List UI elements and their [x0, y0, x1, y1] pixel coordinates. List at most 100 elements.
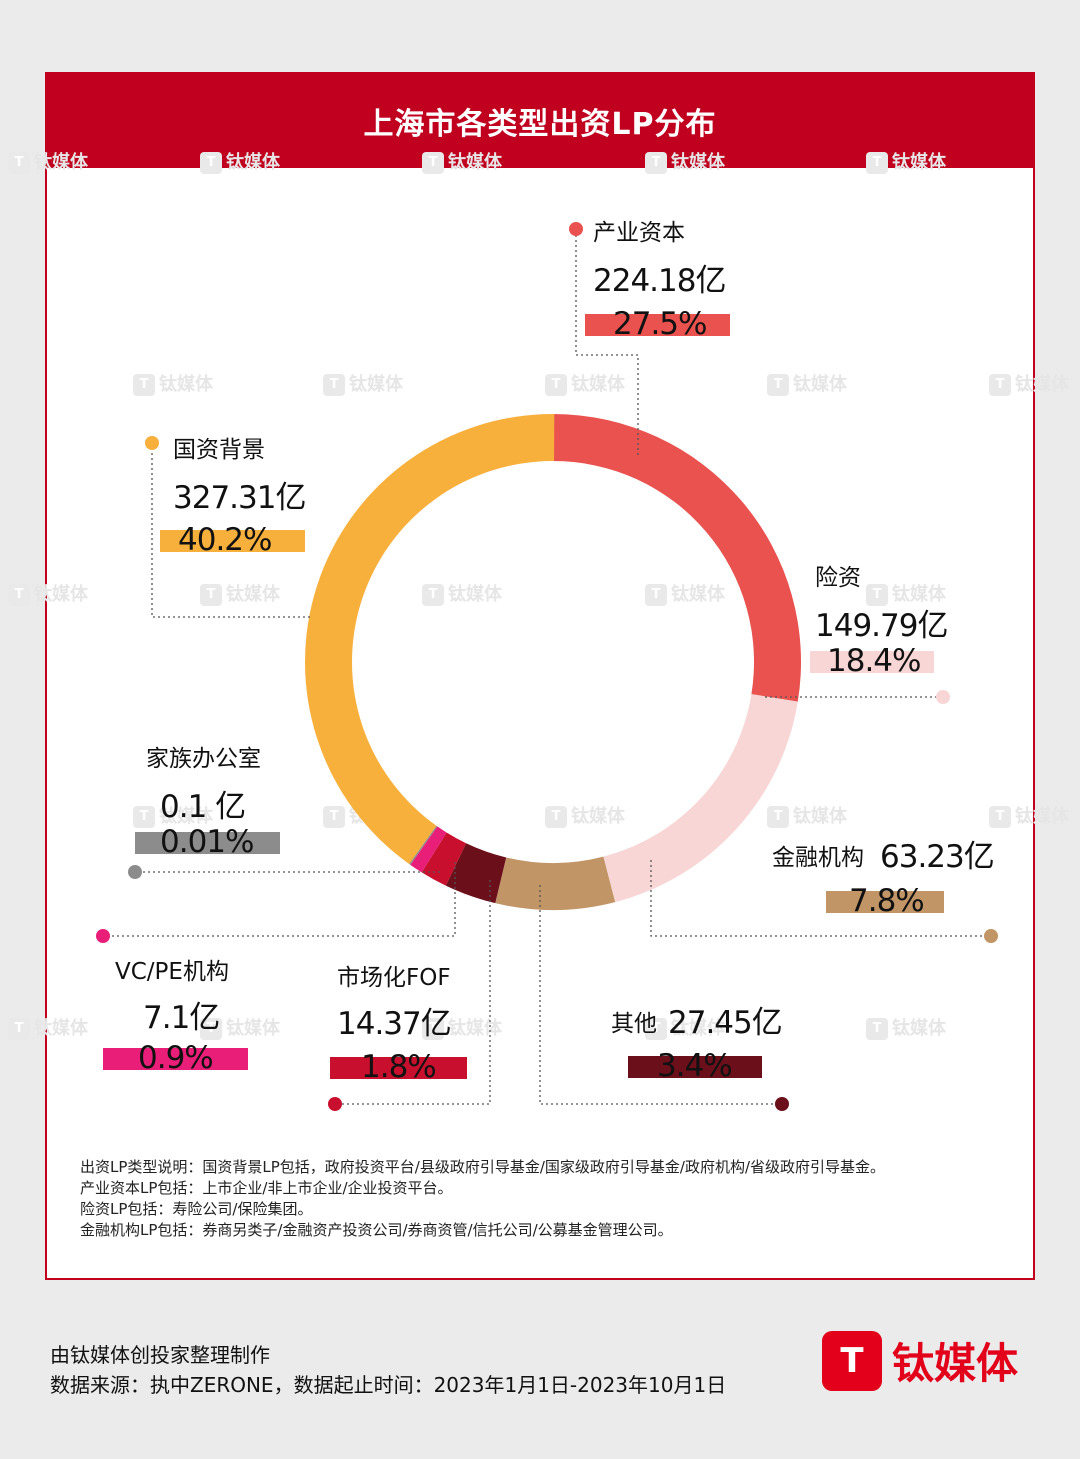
watermark-logo-icon: T	[645, 1018, 667, 1040]
percent-highlight-other	[628, 1056, 762, 1078]
label-percent-bar-financial-institution: 7.8%	[826, 883, 944, 919]
label-value-market-fof: 14.37亿	[337, 1006, 452, 1042]
label-value-family-office: 0.1 亿	[160, 789, 246, 825]
watermark-logo-icon: T	[200, 584, 222, 606]
watermark-logo-icon: T	[545, 806, 567, 828]
leader-dot-market-fof	[328, 1097, 342, 1111]
note-line: 金融机构LP包括：券商另类子/金融资产投资公司/券商资管/信托公司/公募基金管理…	[80, 1221, 673, 1239]
donut-slice-insurance	[603, 694, 798, 903]
watermark-logo-icon: T	[989, 374, 1011, 396]
watermark-logo-icon: T	[866, 584, 888, 606]
leader-line-other	[539, 885, 782, 1105]
percent-highlight-vcpe	[103, 1048, 248, 1070]
watermark-logo-icon: T	[323, 806, 345, 828]
leader-dot-state-owned	[145, 436, 159, 450]
watermark-logo-icon: T	[200, 152, 222, 174]
notes-block: 出资LP类型说明：国资背景LP包括，政府投资平台/县级政府引导基金/国家级政府引…	[80, 1157, 1020, 1241]
label-name-industrial-capital: 产业资本	[593, 220, 685, 246]
brand-logo-icon: T	[822, 1330, 882, 1391]
note-line: 产业资本LP包括：上市企业/非上市企业/企业投资平台。	[80, 1179, 453, 1197]
label-percent-bar-other: 3.4%	[628, 1048, 762, 1084]
footer-credit: 由钛媒体创投家整理制作	[50, 1343, 270, 1367]
percent-highlight-family-office	[135, 832, 280, 854]
donut-slice-financial-institution	[495, 856, 616, 910]
watermark-logo-icon: T	[767, 806, 789, 828]
label-value-other: 27.45亿	[668, 1005, 783, 1041]
label-name-insurance: 险资	[815, 565, 861, 591]
percent-highlight-insurance	[810, 651, 934, 673]
label-name-family-office: 家族办公室	[146, 746, 261, 772]
brand-logo: T 钛媒体	[822, 1330, 1018, 1391]
watermark-logo-icon: T	[323, 374, 345, 396]
watermark-logo-icon: T	[422, 1018, 444, 1040]
watermark-logo-icon: T	[866, 1018, 888, 1040]
leader-line-vcpe	[103, 862, 456, 937]
watermark-logo-icon: T	[8, 584, 30, 606]
watermark-logo-icon: T	[645, 584, 667, 606]
percent-highlight-market-fof	[330, 1057, 467, 1079]
watermark-logo-icon: T	[989, 806, 1011, 828]
label-name-vcpe: VC/PE机构	[115, 959, 229, 985]
watermark-logo-icon: T	[422, 152, 444, 174]
percent-highlight-state-owned	[160, 530, 305, 552]
watermark-logo-icon: T	[8, 152, 30, 174]
label-percent-state-owned: 40.2%	[178, 522, 272, 558]
note-line: 险资LP包括：寿险公司/保险集团。	[80, 1200, 313, 1218]
footer: 由钛媒体创投家整理制作 数据来源：执中ZERONE，数据起止时间：2023年1月…	[50, 1340, 726, 1400]
label-percent-family-office: 0.01%	[160, 824, 254, 860]
donut-slice-family-office	[409, 825, 438, 865]
percent-highlight-financial-institution	[826, 891, 944, 913]
brand-name: 钛媒体	[892, 1339, 1019, 1388]
label-percent-other: 3.4%	[657, 1048, 733, 1084]
leader-dot-other	[775, 1097, 789, 1111]
label-percent-bar-insurance: 18.4%	[810, 643, 934, 679]
label-value-vcpe: 7.1亿	[143, 1000, 220, 1036]
donut-slice-state-owned	[305, 414, 555, 865]
label-value-financial-institution: 63.23亿	[880, 839, 995, 875]
watermark-logo-icon: T	[200, 1018, 222, 1040]
donut-slice-market-fof	[421, 832, 467, 886]
label-value-industrial-capital: 224.18亿	[593, 263, 726, 299]
label-percent-industrial-capital: 27.5%	[613, 306, 707, 342]
footer-source: 数据来源：执中ZERONE，数据起止时间：2023年1月1日-2023年10月1…	[50, 1373, 727, 1397]
donut-slice-vcpe	[410, 826, 447, 873]
leader-dot-industrial-capital	[569, 222, 583, 236]
label-percent-bar-family-office: 0.01%	[135, 824, 280, 860]
label-percent-market-fof: 1.8%	[361, 1049, 437, 1085]
label-name-other: 其他	[611, 1011, 657, 1037]
leader-dot-insurance	[936, 690, 950, 704]
watermark-logo-icon: T	[133, 374, 155, 396]
watermark-logo-icon: T	[545, 374, 567, 396]
watermark-logo-icon: T	[422, 584, 444, 606]
label-name-financial-institution: 金融机构	[772, 845, 864, 871]
label-percent-bar-state-owned: 40.2%	[160, 522, 305, 558]
donut-slice-other	[445, 843, 507, 904]
label-percent-vcpe: 0.9%	[138, 1040, 214, 1076]
label-name-state-owned: 国资背景	[173, 437, 265, 463]
watermark-logo-icon: T	[8, 1018, 30, 1040]
percent-highlight-industrial-capital	[585, 314, 730, 336]
note-line: 出资LP类型说明：国资背景LP包括，政府投资平台/县级政府引导基金/国家级政府引…	[80, 1158, 886, 1176]
watermark-logo-icon: T	[645, 152, 667, 174]
watermark-logo-icon: T	[133, 806, 155, 828]
leader-line-financial-institution	[650, 860, 991, 937]
leader-line-industrial-capital	[575, 230, 639, 458]
